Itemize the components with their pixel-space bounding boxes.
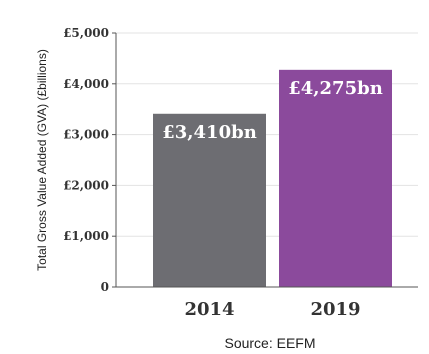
y-tick-label: £2,000 <box>63 178 109 192</box>
data-label-2019: £4,275bn <box>288 78 383 99</box>
labels: 0 £1,000 £2,000 £3,000 £4,000 £5,000 £3,410bn 2… <box>63 26 383 320</box>
y-axis-title: Total Gross Value Added (GVA) (£billions… <box>35 49 49 271</box>
y-tick-label: £4,000 <box>63 77 109 91</box>
x-tick-label-2019: 2019 <box>310 299 360 320</box>
y-tick-label: £5,000 <box>63 26 109 40</box>
y-tick-label: 0 <box>101 280 109 294</box>
axes <box>112 32 418 288</box>
source-note: Source: EEFM <box>224 335 315 351</box>
y-tick-label: £1,000 <box>63 229 109 243</box>
bar-2019 <box>279 69 392 287</box>
bars <box>153 69 392 287</box>
bar-2014 <box>153 113 266 287</box>
y-tick-label: £3,000 <box>63 128 109 142</box>
data-label-2014: £3,410bn <box>162 122 257 143</box>
x-tick-label-2014: 2014 <box>184 299 234 320</box>
